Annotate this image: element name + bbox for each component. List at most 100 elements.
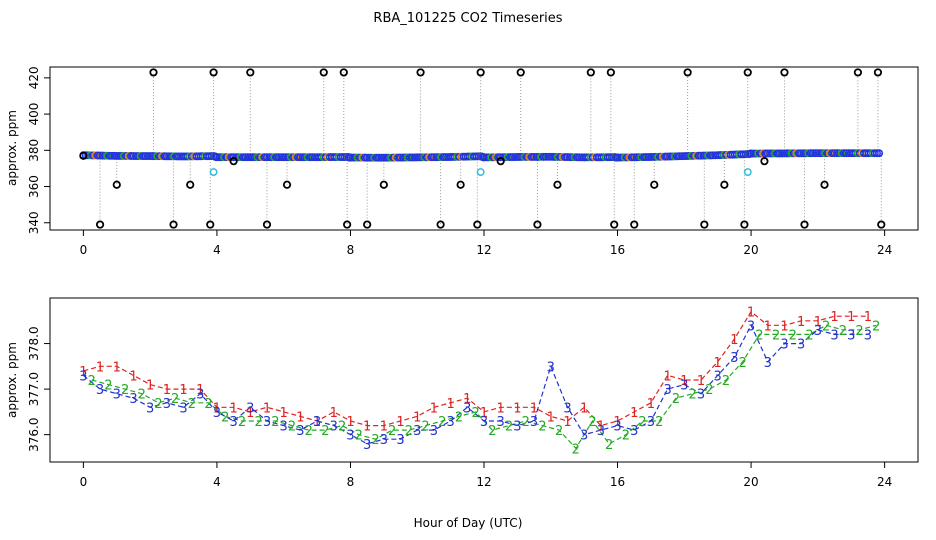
- top-point: [770, 149, 779, 158]
- top-point: [260, 153, 269, 162]
- bottom-point-3: 3: [847, 328, 855, 343]
- top-point: [556, 153, 565, 161]
- top-point: [284, 153, 293, 162]
- bottom-point-3: 3: [563, 401, 571, 416]
- top-point: [301, 153, 310, 162]
- top-point: [532, 152, 541, 161]
- top-point: [162, 152, 171, 161]
- bottom-point-3: 3: [213, 406, 221, 421]
- top-point: [615, 153, 624, 162]
- top-outlier-point: [650, 180, 659, 189]
- top-outlier-point: [853, 68, 863, 77]
- bottom-point-2: 2: [188, 397, 196, 412]
- top-point: [422, 153, 431, 162]
- top-outlier-point: [610, 220, 619, 229]
- bottom-point-2: 2: [739, 356, 747, 371]
- top-point: [489, 153, 498, 162]
- top-point: [346, 153, 355, 162]
- top-point: [279, 153, 288, 162]
- bottom-point-1: 1: [714, 356, 722, 371]
- top-outlier-point: [79, 151, 88, 160]
- bottom-point-1: 1: [179, 383, 187, 398]
- top-point: [365, 153, 374, 162]
- top-point: [401, 153, 410, 162]
- bottom-point-1: 1: [413, 410, 421, 425]
- top-alt-point: [209, 168, 218, 176]
- top-point: [761, 149, 770, 158]
- top-point: [790, 149, 798, 158]
- bottom-point-2: 2: [388, 424, 396, 439]
- bottom-point-2: 2: [355, 429, 363, 444]
- bottom-point-2: 2: [772, 328, 780, 343]
- bottom-point-3: 3: [714, 369, 722, 384]
- bottom-point-3: 3: [497, 415, 505, 430]
- top-plot-frame: [49, 66, 919, 231]
- top-point: [377, 153, 386, 162]
- top-point: [141, 152, 150, 161]
- top-point: [420, 153, 429, 162]
- bottom-point-2: 2: [855, 324, 863, 339]
- top-point: [253, 153, 262, 162]
- bottom-point-2: 2: [505, 420, 513, 435]
- top-outlier-point: [436, 220, 445, 229]
- top-point: [749, 149, 758, 158]
- bottom-point-3: 3: [513, 420, 521, 435]
- top-outlier-point: [319, 68, 328, 77]
- top-point: [406, 153, 415, 162]
- top-point: [551, 152, 560, 161]
- top-point: [630, 153, 639, 162]
- top-x-tick-label: 20: [743, 243, 758, 257]
- top-point: [222, 153, 231, 162]
- bottom-point-1: 1: [446, 397, 454, 412]
- top-point: [542, 152, 550, 161]
- bottom-point-1: 1: [497, 401, 505, 416]
- bottom-x-tick-label: 24: [877, 475, 892, 489]
- top-point: [353, 153, 362, 162]
- top-point: [751, 149, 760, 158]
- top-point: [296, 153, 305, 162]
- bottom-point-1: 1: [296, 410, 304, 425]
- bottom-x-tick-label: 4: [213, 475, 221, 489]
- top-point: [122, 152, 131, 160]
- bottom-point-2: 2: [104, 379, 112, 394]
- top-point: [153, 152, 162, 161]
- top-outlier-point: [379, 180, 388, 189]
- top-point: [165, 152, 174, 161]
- top-point: [642, 153, 651, 162]
- top-y-tick-label: 420: [27, 66, 41, 89]
- bottom-point-3: 3: [229, 415, 237, 430]
- top-y-tick-label: 400: [27, 103, 41, 126]
- bottom-point-3: 3: [296, 424, 304, 439]
- top-outlier-point: [473, 220, 482, 229]
- bottom-point-2: 2: [689, 388, 697, 403]
- top-x-tick-label: 16: [610, 243, 625, 257]
- x-axis-label: Hour of Day (UTC): [414, 516, 523, 530]
- bottom-point-1: 1: [513, 401, 521, 416]
- top-point: [429, 153, 438, 162]
- top-point: [811, 149, 820, 158]
- bottom-point-2: 2: [88, 374, 96, 389]
- bottom-point-2: 2: [705, 383, 713, 398]
- top-point: [389, 153, 398, 162]
- bottom-point-1: 1: [814, 315, 822, 330]
- bottom-point-2: 2: [321, 424, 329, 439]
- top-outlier-point: [820, 180, 829, 189]
- bottom-point-3: 3: [146, 401, 154, 416]
- top-outlier-point: [700, 220, 709, 229]
- top-outlier-point: [873, 68, 883, 77]
- top-point: [274, 153, 283, 162]
- bottom-point-2: 2: [839, 324, 847, 339]
- top-point: [503, 153, 512, 162]
- top-point: [487, 153, 496, 162]
- top-point: [484, 153, 493, 162]
- top-point: [124, 152, 133, 160]
- top-outlier-point: [206, 220, 215, 229]
- top-point: [251, 153, 260, 162]
- top-point: [155, 152, 164, 161]
- bottom-point-2: 2: [221, 410, 229, 425]
- top-point: [823, 149, 832, 158]
- top-point: [248, 153, 257, 162]
- top-point: [119, 152, 128, 160]
- bottom-point-3: 3: [380, 433, 388, 448]
